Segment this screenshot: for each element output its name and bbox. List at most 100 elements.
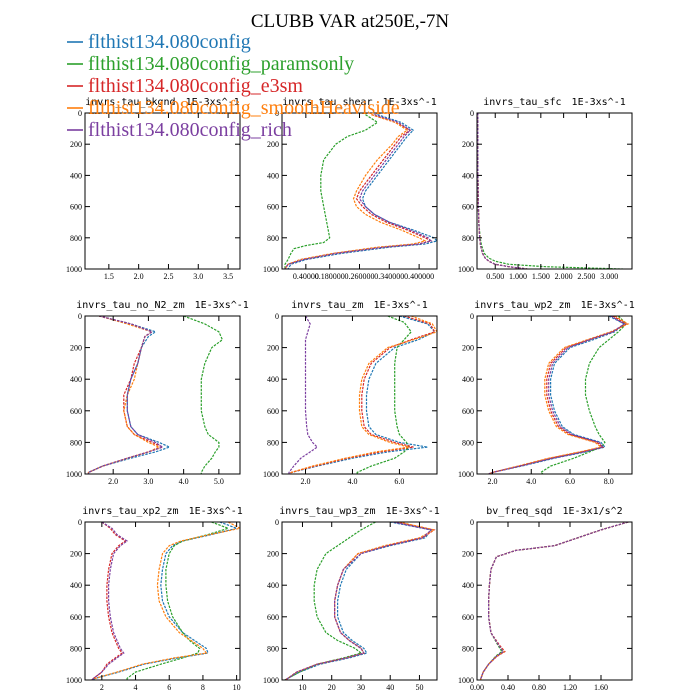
y-tick-label: 200: [267, 550, 279, 559]
y-tick-label: 800: [462, 234, 474, 243]
y-tick-label: 0: [78, 518, 82, 527]
series-line: [284, 522, 376, 680]
y-tick-label: 800: [267, 234, 279, 243]
x-tick-label: 1.20: [563, 683, 577, 692]
y-tick-label: 200: [70, 344, 82, 353]
panel-title: bv_freq_sqd 1E-3x1/s^2: [486, 506, 622, 517]
series-line: [477, 113, 528, 269]
x-tick-label: 0.400000: [404, 272, 434, 281]
x-tick-label: 3.000: [600, 272, 618, 281]
legend-label: flthist134.080config_e3sm: [88, 75, 303, 97]
panel-title: invrs_tau_xp2_zm 1E-3xs^-1: [82, 506, 243, 517]
x-tick-label: 0.40: [501, 683, 515, 692]
x-tick-label: 0.40000: [293, 272, 319, 281]
x-tick-label: 2.500: [577, 272, 595, 281]
y-tick-label: 0: [78, 312, 82, 321]
panel-title-text: invrs_tau_shear: [282, 97, 372, 108]
y-tick-label: 600: [70, 613, 82, 622]
series-line: [87, 316, 161, 474]
panel-title-text: invrs_tau_xp2_zm: [82, 506, 178, 517]
series-line: [480, 522, 629, 680]
panel-bv-freq-sqd: bv_freq_sqd 1E-3x1/s^2020040060080010000.…: [458, 506, 633, 692]
legend: flthist134.080configflthist134.080config…: [67, 31, 400, 141]
y-tick-label: 400: [462, 375, 474, 384]
x-tick-label: 4.0: [526, 477, 536, 486]
y-tick-label: 0: [470, 109, 474, 118]
plot-frame: [84, 521, 241, 681]
y-tick-label: 400: [462, 171, 474, 180]
series-line: [488, 316, 626, 474]
x-tick-label: 6.0: [565, 477, 575, 486]
y-tick-label: 1000: [66, 265, 82, 274]
series-line: [183, 316, 224, 474]
y-tick-label: 200: [462, 140, 474, 149]
x-tick-label: 30: [357, 683, 365, 692]
series-line: [477, 113, 528, 269]
series-line: [91, 522, 129, 680]
series-line: [288, 316, 436, 474]
series-line: [488, 316, 626, 474]
y-tick-label: 0: [275, 109, 279, 118]
series-line: [288, 316, 437, 474]
legend-label: flthist134.080config_paramsonly: [88, 53, 354, 75]
x-tick-label: 2.000: [555, 272, 573, 281]
panel-title: invrs_tau_bkgnd 1E-3xs^-1: [85, 97, 240, 108]
series-line: [488, 316, 630, 474]
panel-units: 1E-3xs^-1: [383, 97, 437, 108]
x-tick-label: 6.0: [394, 477, 404, 486]
x-tick-label: 1.500: [532, 272, 550, 281]
panel-units: 1E-3xs^-1: [189, 506, 243, 517]
plot-frame: [84, 315, 241, 475]
y-tick-label: 400: [70, 171, 82, 180]
plot-frame: [476, 112, 633, 270]
plot-frame: [476, 315, 633, 475]
panel-invrs-tau-wp3-zm: invrs_tau_wp3_zm 1E-3xs^-1 0 200 400 600 800 10…: [263, 506, 440, 692]
panel-title-text: invrs_tau_bkgnd: [85, 97, 175, 108]
y-tick-label: 0: [470, 312, 474, 321]
series-line: [91, 522, 239, 680]
x-tick-label: 0.340000: [374, 272, 404, 281]
x-tick-label: 10: [298, 683, 306, 692]
series-line: [477, 113, 623, 269]
y-tick-label: 600: [462, 613, 474, 622]
x-tick-label: 0.80: [532, 683, 546, 692]
y-tick-label: 1000: [458, 470, 474, 479]
y-tick-label: 0: [470, 518, 474, 527]
panel-title: invrs_tau_sfc 1E-3xs^-1: [483, 97, 625, 108]
series-line: [480, 522, 629, 680]
panel-invrs-tau-wp2-zm: invrs_tau_wp2_zm 1E-3xs^-1 0 200 400 600 800 10…: [458, 300, 635, 486]
x-tick-label: 2.5: [163, 272, 173, 281]
x-tick-label: 4.0: [179, 477, 189, 486]
series-line: [288, 316, 319, 474]
panel-units: 1E-3xs^-1: [195, 300, 249, 311]
legend-item: flthist134.080config: [67, 31, 251, 53]
x-tick-label: 4.0: [347, 477, 357, 486]
panel-invrs-tau-sfc: invrs_tau_sfc 1E-3xs^-1 0 200 400 600 800 1000 0…: [458, 97, 633, 281]
series-line: [480, 522, 629, 680]
x-tick-label: 5.0: [214, 477, 224, 486]
y-tick-label: 600: [462, 203, 474, 212]
panel-units: 1E-3xs^-1: [386, 506, 440, 517]
x-tick-label: 40: [386, 683, 394, 692]
x-tick-label: 8: [201, 683, 205, 692]
y-tick-label: 1000: [263, 265, 279, 274]
series-line: [87, 316, 164, 474]
y-tick-label: 200: [267, 140, 279, 149]
y-tick-label: 800: [267, 644, 279, 653]
series-line: [284, 522, 433, 680]
y-tick-label: 800: [70, 438, 82, 447]
series-line: [284, 522, 433, 680]
panel-title-text: invrs_tau_no_N2_zm: [76, 300, 184, 311]
x-tick-label: 8.0: [604, 477, 614, 486]
x-tick-label: 1.000: [509, 272, 527, 281]
plot-frame: [281, 315, 438, 475]
x-tick-label: 3.5: [223, 272, 233, 281]
y-tick-label: 0: [275, 518, 279, 527]
y-tick-label: 400: [267, 375, 279, 384]
y-tick-label: 1000: [458, 265, 474, 274]
y-tick-label: 400: [267, 171, 279, 180]
plot-frame: [476, 521, 633, 681]
panel-title: invrs_tau_wp3_zm 1E-3xs^-1: [279, 506, 440, 517]
series-line: [91, 522, 240, 680]
